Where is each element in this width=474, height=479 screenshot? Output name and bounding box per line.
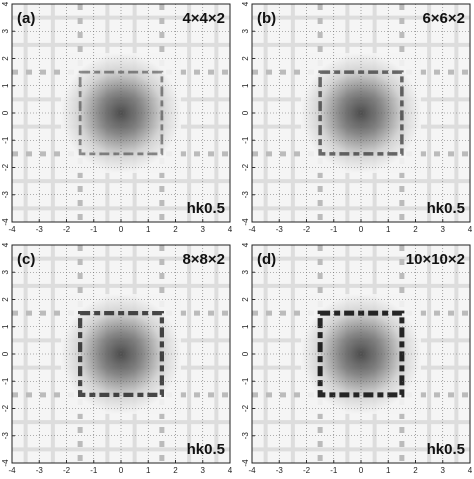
y-tick-label: -3 bbox=[1, 432, 10, 440]
x-tick-label: -1 bbox=[90, 466, 98, 475]
x-tick-label: -2 bbox=[303, 225, 311, 234]
y-tick-label: -2 bbox=[1, 404, 10, 412]
x-tick-label: -4 bbox=[8, 225, 16, 234]
y-tick-label: -3 bbox=[1, 191, 10, 199]
panel: -4-4 -3 -3 -2 -2 -1 -1 0 0 1 1 2 2 3 3 4 4 (c) 8×8×2 hk0.5 bbox=[1, 242, 233, 475]
y-tick-label: 2 bbox=[241, 56, 250, 61]
y-tick-label: 4 bbox=[1, 242, 10, 247]
x-tick-label: 1 bbox=[386, 225, 391, 234]
size-label: 10×10×2 bbox=[406, 251, 465, 268]
panel-frame bbox=[11, 3, 231, 223]
x-tick-label: -3 bbox=[276, 466, 284, 475]
y-tick-label: -2 bbox=[1, 163, 10, 171]
plane-label: hk0.5 bbox=[187, 441, 225, 458]
x-tick-label: 2 bbox=[413, 225, 418, 234]
y-tick-label: -3 bbox=[241, 191, 250, 199]
plane-label: hk0.5 bbox=[427, 200, 465, 217]
panel-label: (b) bbox=[257, 10, 276, 27]
plane-label: hk0.5 bbox=[187, 200, 225, 217]
x-tick-label: 1 bbox=[386, 466, 391, 475]
x-tick-label: 0 bbox=[119, 466, 124, 475]
y-tick-label: 3 bbox=[1, 269, 10, 274]
y-tick-label: -1 bbox=[1, 136, 10, 144]
x-tick-label: -2 bbox=[303, 466, 311, 475]
x-tick-label: -4 bbox=[248, 225, 256, 234]
y-tick-label: -1 bbox=[1, 377, 10, 385]
x-tick-label: 2 bbox=[173, 466, 178, 475]
x-tick-label: 3 bbox=[441, 466, 446, 475]
y-tick-label: 0 bbox=[241, 351, 250, 356]
y-tick-label: -3 bbox=[241, 432, 250, 440]
x-tick-label: -2 bbox=[63, 466, 71, 475]
y-tick-label: 2 bbox=[1, 297, 10, 302]
x-tick-label: 4 bbox=[468, 225, 473, 234]
y-tick-label: 3 bbox=[1, 28, 10, 33]
y-tick-label: -4 bbox=[1, 218, 10, 226]
size-label: 4×4×2 bbox=[182, 10, 225, 27]
size-label: 6×6×2 bbox=[422, 10, 465, 27]
y-tick-label: -2 bbox=[241, 404, 250, 412]
x-tick-label: 4 bbox=[468, 466, 473, 475]
y-tick-label: 3 bbox=[241, 28, 250, 33]
x-tick-label: -3 bbox=[36, 466, 44, 475]
size-label: 8×8×2 bbox=[182, 251, 225, 268]
y-tick-label: 1 bbox=[241, 83, 250, 88]
x-tick-label: 3 bbox=[201, 466, 206, 475]
x-tick-label: 1 bbox=[146, 466, 151, 475]
ring bbox=[78, 70, 164, 156]
y-tick-label: 3 bbox=[241, 269, 250, 274]
x-tick-label: 1 bbox=[146, 225, 151, 234]
x-tick-label: 0 bbox=[359, 466, 364, 475]
y-tick-label: -2 bbox=[241, 163, 250, 171]
panel-label: (d) bbox=[257, 251, 276, 268]
y-tick-label: -1 bbox=[241, 136, 250, 144]
x-tick-label: -2 bbox=[63, 225, 71, 234]
ring bbox=[78, 311, 164, 397]
y-tick-label: 0 bbox=[1, 110, 10, 115]
panel-frame bbox=[11, 244, 231, 464]
x-tick-label: -1 bbox=[330, 225, 338, 234]
plane-label: hk0.5 bbox=[427, 441, 465, 458]
x-tick-label: -3 bbox=[276, 225, 284, 234]
ring bbox=[317, 310, 405, 398]
panel: -4-4 -3 -3 -2 -2 -1 -1 0 0 1 1 2 2 3 3 4 4 (a) 4×4×2 hk0.5 bbox=[1, 1, 233, 234]
x-tick-label: -1 bbox=[330, 466, 338, 475]
y-tick-label: -1 bbox=[241, 377, 250, 385]
panel-frame bbox=[251, 244, 471, 464]
y-tick-label: 2 bbox=[1, 56, 10, 61]
x-tick-label: 3 bbox=[201, 225, 206, 234]
x-tick-label: -1 bbox=[90, 225, 98, 234]
x-tick-label: -4 bbox=[8, 466, 16, 475]
y-tick-label: -4 bbox=[241, 459, 250, 467]
x-tick-label: 0 bbox=[119, 225, 124, 234]
x-tick-label: 2 bbox=[173, 225, 178, 234]
panel-label: (c) bbox=[17, 251, 35, 268]
x-tick-label: -3 bbox=[36, 225, 44, 234]
y-tick-label: 4 bbox=[241, 242, 250, 247]
x-tick-label: 4 bbox=[228, 225, 233, 234]
x-tick-label: -4 bbox=[248, 466, 256, 475]
panel-frame bbox=[251, 3, 471, 223]
y-tick-label: 1 bbox=[1, 324, 10, 329]
y-tick-label: -4 bbox=[1, 459, 10, 467]
y-tick-label: 1 bbox=[241, 324, 250, 329]
x-tick-label: 2 bbox=[413, 466, 418, 475]
x-tick-label: 0 bbox=[359, 225, 364, 234]
panel: -4-4 -3 -3 -2 -2 -1 -1 0 0 1 1 2 2 3 3 4 4 (d) 10×10×2 hk0.… bbox=[241, 242, 473, 475]
x-tick-label: 3 bbox=[441, 225, 446, 234]
y-tick-label: 4 bbox=[1, 1, 10, 6]
y-tick-label: 0 bbox=[1, 351, 10, 356]
panel: -4-4 -3 -3 -2 -2 -1 -1 0 0 1 1 2 2 3 3 4 4 (b) 6×6×2 hk0.5 bbox=[241, 1, 473, 234]
y-tick-label: 0 bbox=[241, 110, 250, 115]
y-tick-label: 4 bbox=[241, 1, 250, 6]
y-tick-label: 1 bbox=[1, 83, 10, 88]
x-tick-label: 4 bbox=[228, 466, 233, 475]
y-tick-label: -4 bbox=[241, 218, 250, 226]
ring bbox=[318, 70, 404, 156]
y-tick-label: 2 bbox=[241, 297, 250, 302]
panel-label: (a) bbox=[17, 10, 35, 27]
